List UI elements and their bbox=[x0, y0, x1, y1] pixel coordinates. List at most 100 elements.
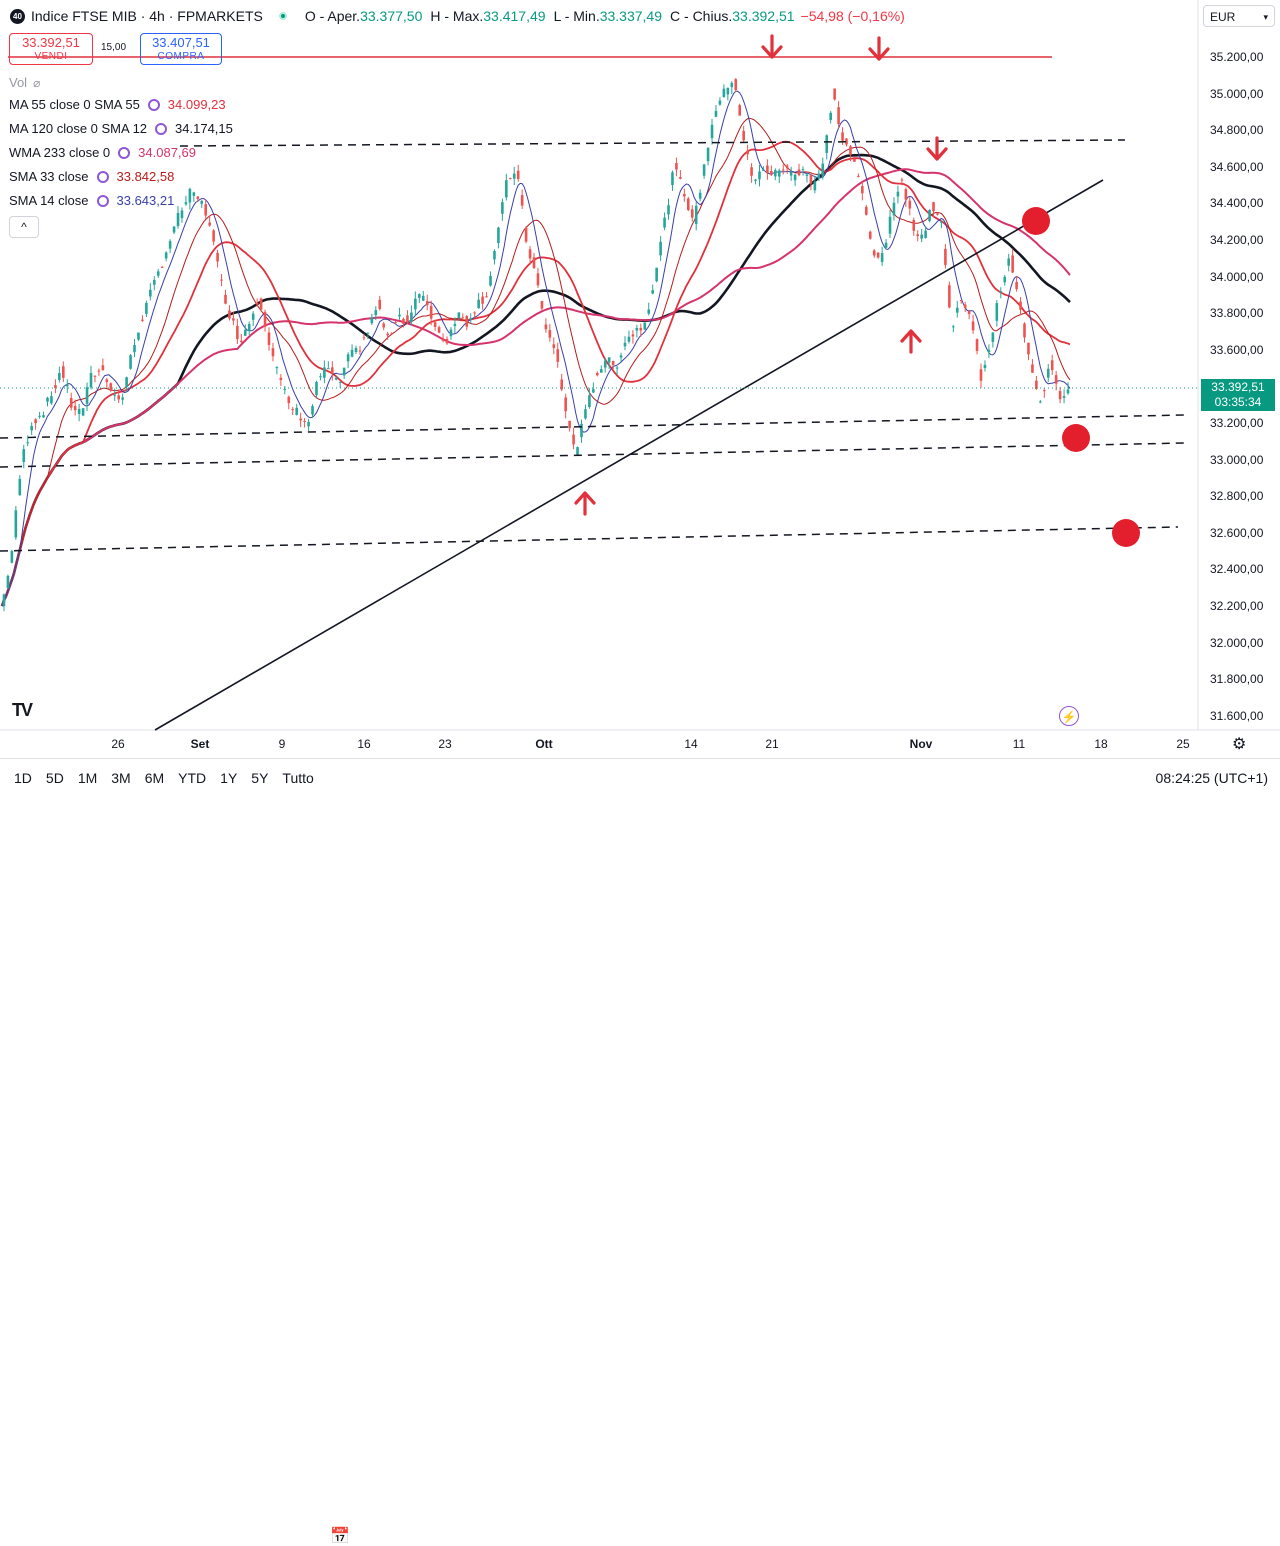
legend-item[interactable]: SMA 14 close 33.643,21 bbox=[9, 193, 174, 208]
candle-body bbox=[797, 169, 801, 176]
sell-button[interactable]: 33.392,51 VENDI bbox=[9, 33, 93, 65]
eye-off-icon[interactable]: ⌀ bbox=[33, 75, 41, 90]
candle-body bbox=[912, 220, 916, 231]
timeframe-button[interactable]: 1M bbox=[77, 770, 98, 786]
y-tick-label: 32.000,00 bbox=[1210, 635, 1264, 650]
candle-body bbox=[247, 323, 251, 331]
symbol-title[interactable]: Indice FTSE MIB · 4h · FPMARKETS bbox=[31, 8, 263, 24]
legend-item[interactable]: MA 120 close 0 SMA 12 34.174,15 bbox=[9, 121, 233, 136]
candle-body bbox=[777, 170, 781, 177]
candle-body bbox=[991, 332, 995, 342]
timeframe-button[interactable]: 3M bbox=[111, 770, 131, 786]
y-tick-label: 34.400,00 bbox=[1210, 196, 1264, 211]
candle-body bbox=[789, 171, 793, 176]
gear-icon[interactable]: ⚙ bbox=[1232, 736, 1247, 753]
candle-body bbox=[864, 206, 868, 215]
timeframe-button[interactable]: YTD bbox=[178, 770, 207, 786]
x-tick-label: 11 bbox=[1012, 737, 1026, 751]
candle-body bbox=[627, 336, 631, 342]
legend-item-value: 34.174,15 bbox=[175, 121, 233, 136]
candle-body bbox=[497, 227, 500, 243]
candle-body bbox=[433, 322, 437, 327]
candle-body bbox=[588, 395, 591, 408]
clock[interactable]: 08:24:25 (UTC+1) bbox=[1155, 770, 1268, 786]
timeframe-button[interactable]: 5D bbox=[45, 770, 64, 786]
candle-body bbox=[414, 298, 417, 310]
low-value: 33.337,49 bbox=[599, 8, 663, 24]
candle-body bbox=[746, 150, 749, 155]
candle-body bbox=[999, 291, 1003, 293]
legend-item[interactable]: MA 55 close 0 SMA 55 34.099,23 bbox=[9, 97, 226, 112]
y-tick-label: 33.600,00 bbox=[1210, 342, 1264, 357]
candle-body bbox=[1046, 368, 1050, 378]
price-chart[interactable] bbox=[0, 0, 1280, 800]
legend-item-name: SMA 33 close bbox=[9, 169, 89, 184]
candle-body bbox=[457, 312, 461, 319]
candle-body bbox=[884, 242, 888, 248]
calendar-range-icon[interactable]: 📅 bbox=[330, 1528, 350, 1545]
candle-body bbox=[200, 200, 204, 204]
candle-body bbox=[512, 173, 516, 179]
legend-volume[interactable]: Vol ⌀ bbox=[9, 75, 40, 90]
cycle-icon bbox=[96, 170, 109, 183]
candle-body bbox=[133, 344, 136, 353]
candle-body bbox=[805, 174, 809, 176]
collapse-legend-button[interactable]: ^ bbox=[9, 216, 39, 238]
legend-item-name: MA 55 close 0 SMA 55 bbox=[9, 97, 140, 112]
y-tick-label: 33.000,00 bbox=[1210, 452, 1264, 467]
candle-body bbox=[271, 348, 275, 357]
currency-selector[interactable]: EUR ▾ bbox=[1203, 5, 1275, 27]
candle-body bbox=[1007, 258, 1010, 266]
legend-item[interactable]: WMA 233 close 0 34.087,69 bbox=[9, 145, 196, 160]
bar-countdown: 03:35:34 bbox=[1214, 395, 1262, 409]
candle-body bbox=[785, 165, 789, 169]
candle-body bbox=[481, 296, 484, 304]
candle-body bbox=[370, 317, 374, 324]
buy-button[interactable]: 33.407,51 COMPRA bbox=[140, 33, 222, 65]
candle-body bbox=[501, 202, 504, 214]
candle-body bbox=[611, 360, 615, 366]
last-price-tag: 33.392,51 03:35:34 bbox=[1201, 379, 1275, 411]
candle-body bbox=[418, 294, 421, 298]
market-status-icon bbox=[278, 12, 287, 20]
candle-body bbox=[837, 107, 840, 125]
y-tick-label: 35.000,00 bbox=[1210, 86, 1264, 101]
tradingview-logo-icon[interactable]: TV bbox=[12, 700, 33, 720]
candle-body bbox=[287, 396, 291, 404]
candle-body bbox=[449, 329, 453, 337]
candle-body bbox=[113, 394, 117, 396]
candle-body bbox=[149, 289, 152, 297]
legend-item[interactable]: SMA 33 close 33.842,58 bbox=[9, 169, 174, 184]
x-tick-label: 9 bbox=[278, 737, 286, 751]
candle-body bbox=[955, 307, 959, 313]
timeframe-button[interactable]: 6M bbox=[144, 770, 165, 786]
open-value: 33.377,50 bbox=[360, 8, 423, 24]
timeframe-button[interactable]: Tutto bbox=[282, 770, 314, 786]
candle-body bbox=[1023, 323, 1026, 338]
candle-body bbox=[224, 294, 227, 304]
candle-body bbox=[734, 79, 738, 90]
lightning-icon[interactable]: ⚡ bbox=[1059, 706, 1079, 726]
y-tick-label: 32.800,00 bbox=[1210, 489, 1264, 504]
candle-body bbox=[702, 164, 706, 176]
candle-body bbox=[421, 295, 425, 301]
candle-body bbox=[726, 87, 730, 95]
candle-body bbox=[125, 377, 128, 388]
candle-body bbox=[603, 360, 607, 368]
timeframe-button[interactable]: 1Y bbox=[220, 770, 238, 786]
candle-body bbox=[900, 179, 904, 181]
candle-body bbox=[10, 551, 14, 563]
candle-body bbox=[477, 299, 480, 309]
candle-body bbox=[22, 449, 26, 462]
candle-body bbox=[232, 318, 235, 321]
x-tick-label: 26 bbox=[111, 737, 125, 751]
candle-body bbox=[706, 147, 710, 162]
trendline bbox=[154, 179, 1104, 731]
candle-body bbox=[283, 388, 287, 391]
timeframe-button[interactable]: 1D bbox=[14, 770, 32, 786]
candle-body bbox=[303, 420, 306, 422]
candle-body bbox=[813, 181, 817, 191]
candle-body bbox=[967, 311, 971, 315]
timeframe-button[interactable]: 5Y bbox=[251, 770, 269, 786]
candle-body bbox=[46, 397, 49, 402]
